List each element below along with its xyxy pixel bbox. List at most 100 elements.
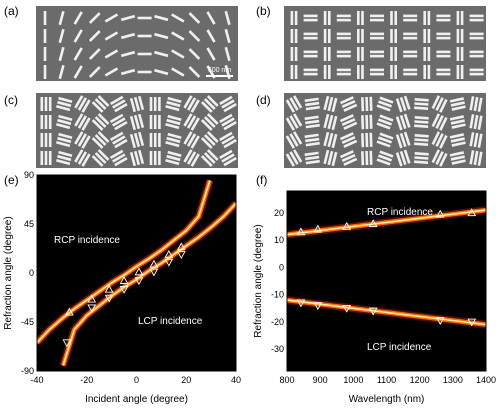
nanorod [323,11,327,25]
nanorod-cell [357,47,364,61]
nanorod [303,54,318,58]
nanorod [369,96,373,111]
nanorod-cell [449,97,466,111]
nanorod [431,113,441,128]
nanorod [171,31,185,41]
nanorod [477,115,483,130]
nanorod [223,103,237,113]
x-tick-label: 900 [313,375,328,385]
nanorod-cell [171,13,185,23]
nanorod [357,47,360,61]
data-marker [368,219,378,228]
nanorod-cell [219,149,237,167]
nanorod [43,29,47,43]
nanorod [323,95,330,111]
nanorod [327,132,334,148]
nanorod [370,54,384,58]
nanorod [305,141,320,147]
nanorod-cell [456,29,464,43]
nanorod [403,18,418,22]
nanorod [451,123,466,129]
nanorod [390,65,393,79]
nanorod-cell [188,48,201,60]
nanorod [57,136,72,144]
nanorod-cell [104,67,119,77]
nanorod [370,14,384,18]
nanorod-cell [129,149,145,167]
nanorod [186,97,197,111]
nanorod-cell [431,95,448,113]
nanorod-cell [339,96,358,112]
nanorod-cell [219,131,237,149]
data-marker [87,304,97,313]
nanorod [166,100,181,108]
nanorod [439,152,448,167]
nanorod [137,95,145,111]
nanorod [423,65,426,79]
panel-label-d: (d) [256,93,271,107]
nanorod [365,132,369,148]
nanorod-cell [137,16,152,20]
nanorod-cell [376,150,394,166]
nanorod [436,68,451,72]
nanorod [451,159,466,165]
x-tick-label: 1000 [343,375,363,385]
nanorod [323,131,330,147]
nanorod [477,133,483,148]
nanorod-cell [149,115,161,129]
nanorod-cell [73,11,83,25]
nanorod [436,32,451,36]
nanorod [91,119,104,131]
nanorod [149,115,153,129]
nanorod-cell [376,114,394,130]
nanorod-cell [58,64,65,80]
nanorod [403,32,418,36]
nanorod-cell [109,95,128,113]
nanorod [186,115,197,129]
nanorod [206,95,219,107]
nanorod-cell [436,32,451,40]
nanorod [166,118,181,126]
nanorod [370,36,384,40]
nanorod [305,155,320,161]
nanorod-cell [40,151,52,165]
nanorod-cell [149,151,161,165]
nanorod-cell [56,150,73,166]
nanorod [427,11,431,25]
nanorod [74,113,84,127]
nanorod-cell [304,97,320,111]
nanorod [403,95,411,110]
nanorod [336,50,351,54]
nanorod [450,137,465,143]
nanorod [395,98,403,113]
nanorod [114,157,128,167]
nanorod [188,12,201,24]
data-marker [435,317,445,326]
nanorod-cell [370,32,384,40]
nanorod-cell [469,132,483,148]
nanorod-cell [165,150,182,166]
nanorod-cell [74,113,91,131]
nanorod [361,151,365,166]
nanorod-cell [403,32,418,40]
nanorod [456,65,460,79]
nanorod [423,11,426,25]
data-marker [104,294,114,303]
nanorod-cell [73,65,83,79]
nanorod-cell [165,96,182,112]
nanorod-cell [285,149,303,167]
nanorod-cell [431,149,448,167]
nanorod-cell [361,114,373,130]
nanorod [343,103,358,112]
nanorod [460,47,464,61]
data-marker [87,294,97,303]
nanorod-cell [154,32,169,40]
nanorod [153,97,157,111]
nanorod [203,116,216,128]
nanorod [436,14,451,18]
nanorod-cell [188,66,201,78]
nanorod [190,153,200,167]
nanorod-cell [88,66,101,78]
nanorod [323,113,330,129]
nanorod [305,159,320,165]
